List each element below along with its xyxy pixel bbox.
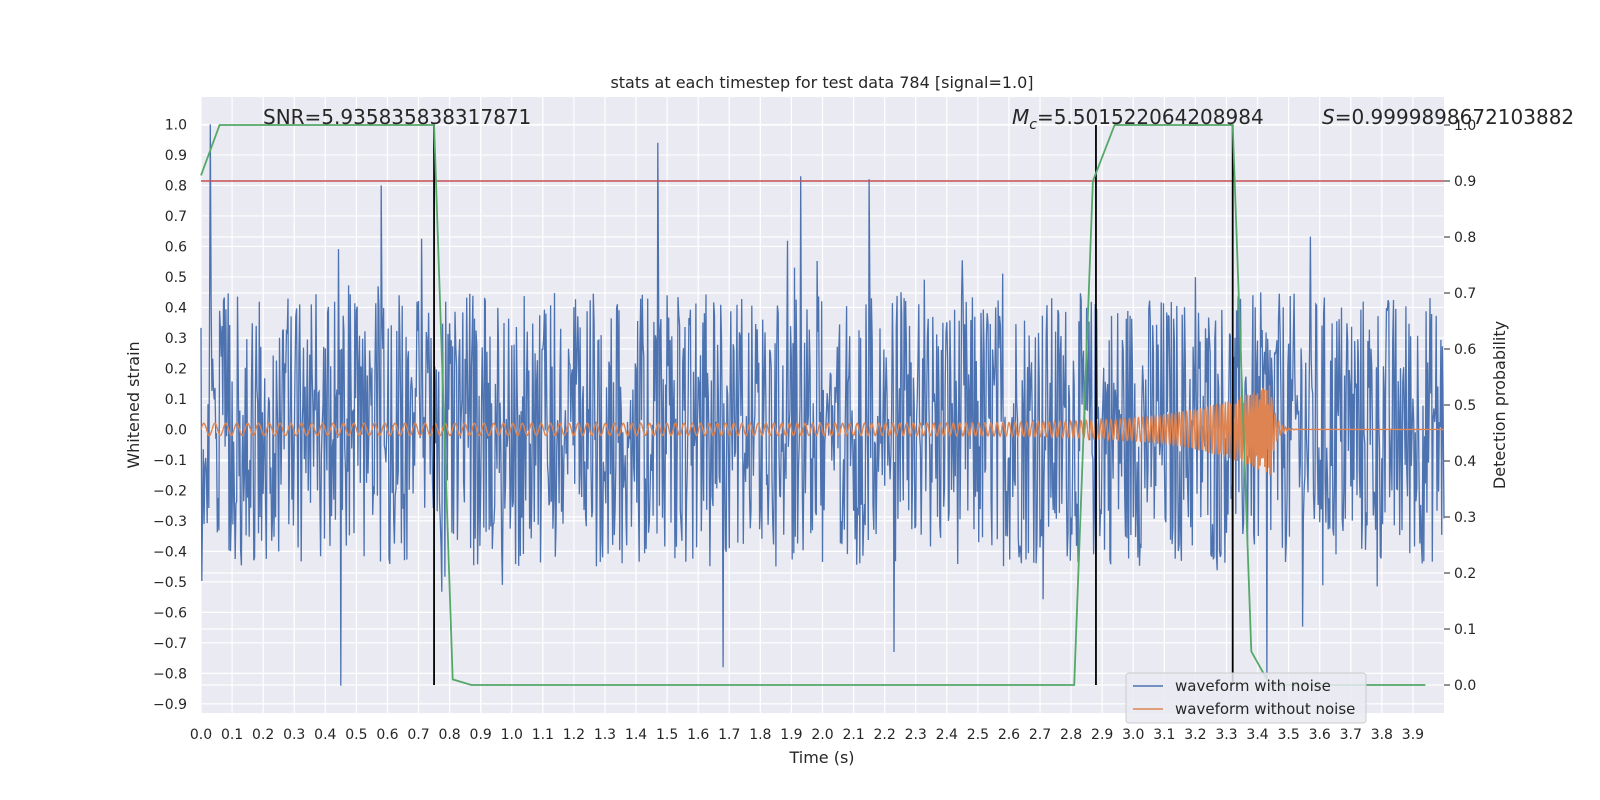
mc-annotation: Mc=5.501522064208984 — [1012, 105, 1264, 133]
x-tick-label: 2.5 — [967, 727, 989, 743]
y-tick-label: 0.3 — [165, 331, 187, 347]
series-waveform-with-noise — [200, 124, 1445, 686]
y-tick-label: 0.7 — [165, 209, 187, 225]
x-tick-label: 1.0 — [501, 727, 523, 743]
y2-axis-label: Detection probability — [1490, 321, 1509, 489]
y-tick-label: −0.8 — [153, 666, 187, 682]
y2-tick-label: 0.8 — [1454, 230, 1476, 246]
y2-tick-labels: 1.0 0.9 0.8 0.7 0.6 0.5 0.4 0.3 0.2 0.1 0.0 — [1454, 118, 1476, 694]
x-tick-label: 1.9 — [780, 727, 802, 743]
x-tick-label: 3.8 — [1371, 727, 1393, 743]
y2-tick-label: 0.3 — [1454, 510, 1476, 526]
x-tick-label: 3.6 — [1309, 727, 1331, 743]
y-tick-label: −0.7 — [153, 636, 187, 652]
x-tick-label: 0.9 — [470, 727, 492, 743]
x-tick-label: 1.6 — [687, 727, 709, 743]
x-tick-label: 3.7 — [1340, 727, 1362, 743]
x-tick-label: 2.4 — [936, 727, 958, 743]
y-tick-label: −0.3 — [153, 514, 187, 530]
x-tick-label: 0.7 — [407, 727, 429, 743]
x-tick-label: 1.1 — [532, 727, 554, 743]
y-tick-label: 0.4 — [165, 300, 187, 316]
x-tick-label: 0.2 — [252, 727, 274, 743]
y2-tick-label: 0.7 — [1454, 286, 1476, 302]
x-tick-label: 0.6 — [376, 727, 398, 743]
y-tick-label: −0.6 — [153, 605, 187, 621]
y-axis-label: Whitened strain — [124, 341, 143, 468]
x-tick-label: 3.0 — [1122, 727, 1144, 743]
x-tick-label: 3.9 — [1402, 727, 1424, 743]
legend-label-clean: waveform without noise — [1175, 700, 1355, 718]
x-tick-label: 2.6 — [998, 727, 1020, 743]
x-tick-label: 3.1 — [1153, 727, 1175, 743]
y2-tick-label: 0.1 — [1454, 622, 1476, 638]
y-tick-label: −0.4 — [153, 544, 187, 560]
legend-box — [1125, 672, 1367, 724]
y-tick-label: 0.6 — [165, 239, 187, 255]
y-tick-label: 0.9 — [165, 148, 187, 164]
x-tick-label: 2.8 — [1060, 727, 1082, 743]
x-tick-label: 0.3 — [283, 727, 305, 743]
x-axis-label: Time (s) — [788, 748, 854, 767]
y-tick-label: −0.5 — [153, 575, 187, 591]
y-tick-label: 1.0 — [165, 117, 187, 133]
x-tick-label: 2.3 — [905, 727, 927, 743]
x-tick-label: 1.4 — [625, 727, 647, 743]
y-tick-label: 0.8 — [165, 178, 187, 194]
y2-tick-label: 0.9 — [1454, 174, 1476, 190]
y-tick-label: −0.9 — [153, 697, 187, 713]
snr-annotation: SNR=5.935835838317871 — [263, 105, 531, 129]
x-tick-label: 2.2 — [874, 727, 896, 743]
x-tick-label: 0.4 — [314, 727, 336, 743]
legend-label-noise: waveform with noise — [1175, 677, 1331, 695]
x-tick-label: 1.8 — [749, 727, 771, 743]
s-annotation: S=0.9999898672103882 — [1322, 105, 1574, 129]
x-tick-label: 0.5 — [345, 727, 367, 743]
y2-tick-label: 0.6 — [1454, 342, 1476, 358]
x-tick-label: 0.0 — [190, 727, 212, 743]
x-tick-label: 2.7 — [1029, 727, 1051, 743]
x-tick-label: 1.5 — [656, 727, 678, 743]
y-gridlines — [201, 123, 1444, 705]
chart-title: stats at each timestep for test data 784… — [610, 73, 1033, 92]
y2-tick-label: 0.2 — [1454, 566, 1476, 582]
x-tick-label: 0.8 — [438, 727, 460, 743]
legend: waveform with noise waveform without noi… — [1125, 672, 1367, 724]
y2-tick-label: 1.0 — [1454, 118, 1476, 134]
x-tick-label: 3.4 — [1246, 727, 1268, 743]
series-detection-probability — [200, 124, 1426, 686]
x-tick-label: 3.2 — [1184, 727, 1206, 743]
x-tick-label: 3.5 — [1277, 727, 1299, 743]
y-tick-label: 0.5 — [165, 270, 187, 286]
x-tick-label: 1.7 — [718, 727, 740, 743]
y2-tick-label: 0.4 — [1454, 454, 1476, 470]
x-tick-labels: 0.0 0.1 0.2 0.3 0.4 0.5 0.6 0.7 0.8 0.9 1.0 1.1 1.2 1… — [190, 727, 1424, 743]
y-tick-labels: 1.0 0.9 0.8 0.7 0.6 0.5 0.4 0.3 0.2 0.1 0.0 −0.1 −0.… — [153, 117, 187, 712]
series-waveform-without-noise — [200, 385, 1444, 476]
y-tick-label: 0.1 — [165, 392, 187, 408]
x-tick-label: 2.9 — [1091, 727, 1113, 743]
x-tick-label: 2.0 — [811, 727, 833, 743]
y2-tick-label: 0.5 — [1454, 398, 1476, 414]
y2-tick-label: 0.0 — [1454, 678, 1476, 694]
y-tick-label: −0.1 — [153, 453, 187, 469]
y-tick-label: −0.2 — [153, 483, 187, 499]
y-tick-label: 0.0 — [165, 422, 187, 438]
x-tick-label: 0.1 — [221, 727, 243, 743]
x-tick-label: 1.3 — [594, 727, 616, 743]
y-tick-label: 0.2 — [165, 361, 187, 377]
x-tick-label: 1.2 — [563, 727, 585, 743]
x-tick-label: 3.3 — [1215, 727, 1237, 743]
x-tick-label: 2.1 — [842, 727, 864, 743]
vertical-markers — [433, 125, 1234, 685]
